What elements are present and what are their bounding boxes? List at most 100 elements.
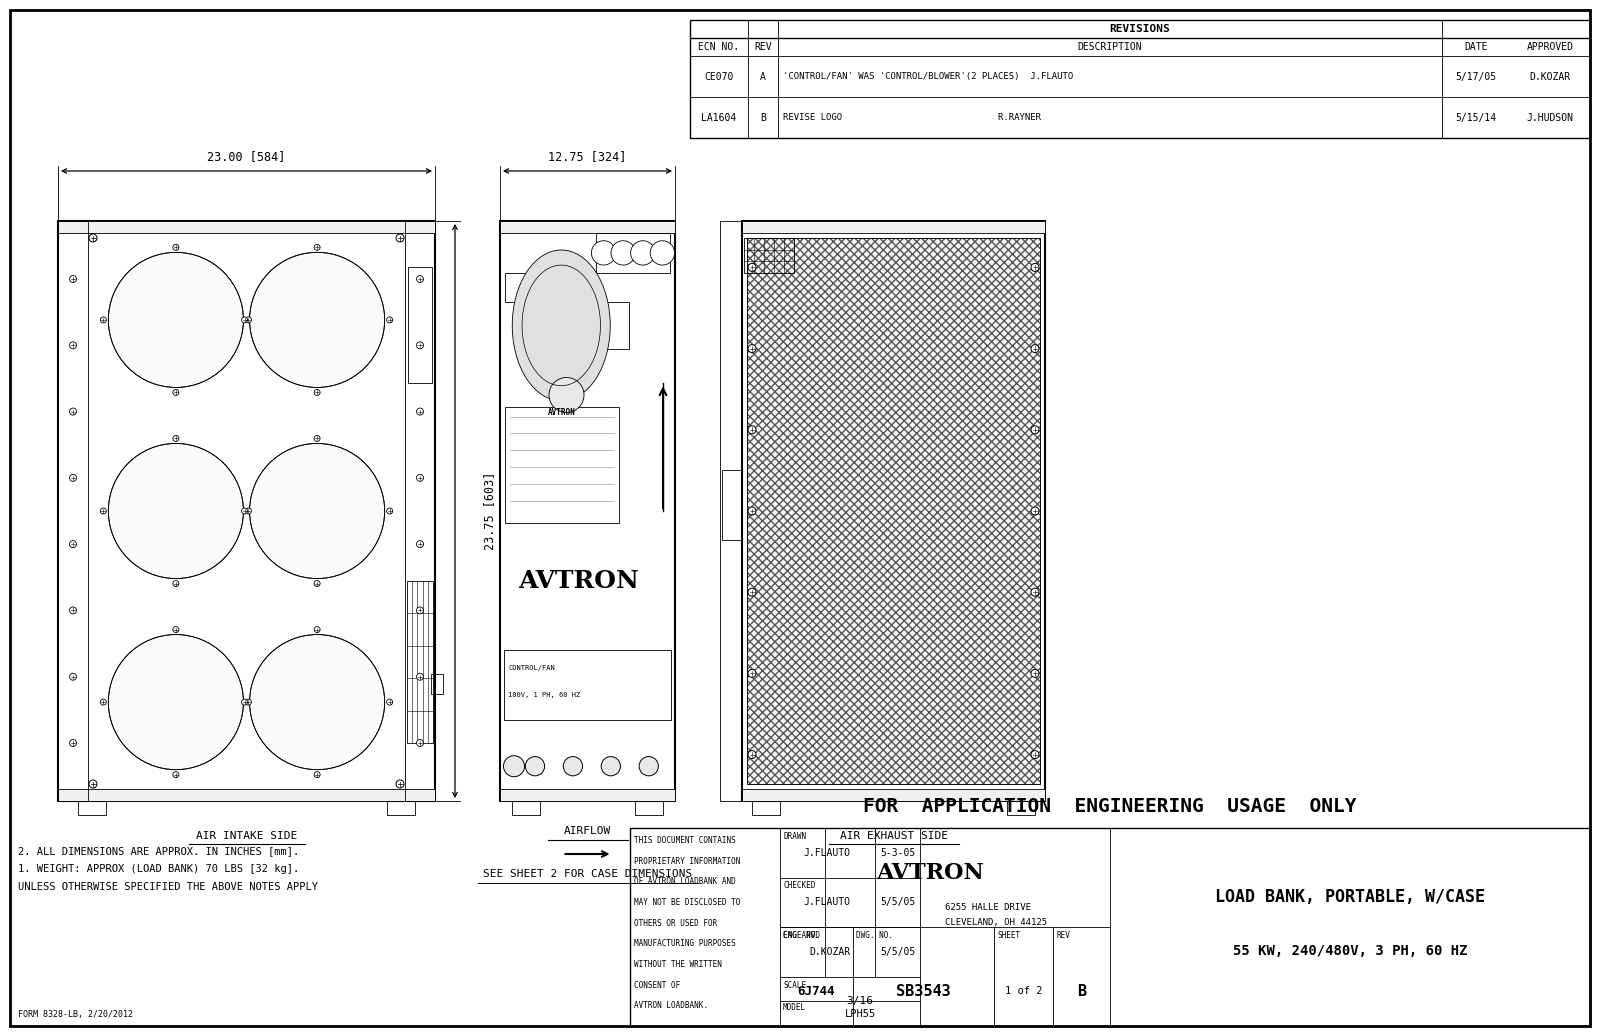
Text: 55 KW, 240/480V, 3 PH, 60 HZ: 55 KW, 240/480V, 3 PH, 60 HZ [1232,944,1467,957]
Text: REVISIONS: REVISIONS [1110,24,1170,34]
Bar [742,221,1045,801]
Text: REV: REV [754,42,771,52]
Circle shape [69,541,77,548]
Text: MODEL: MODEL [782,1003,806,1012]
Circle shape [525,756,544,776]
Circle shape [638,756,658,776]
Bar [747,238,1040,784]
Circle shape [1030,263,1038,271]
Text: LOAD BANK, PORTABLE, W/CASE: LOAD BANK, PORTABLE, W/CASE [1214,888,1485,906]
Text: 5-3-05: 5-3-05 [880,847,915,858]
Circle shape [397,780,405,788]
Text: 3/16: 3/16 [846,997,874,1006]
Text: D.KOZAR: D.KOZAR [810,947,850,957]
Circle shape [504,755,525,777]
Circle shape [749,507,757,515]
Circle shape [314,390,320,396]
Bar [506,406,619,522]
Circle shape [416,740,424,747]
Circle shape [90,780,98,788]
Text: APPROVED: APPROVED [1526,42,1573,52]
Text: REV: REV [1056,931,1070,940]
Circle shape [749,263,757,271]
Circle shape [250,253,384,387]
Bar [501,221,675,233]
Circle shape [416,673,424,681]
Circle shape [101,317,106,323]
Text: DESCRIPTION: DESCRIPTION [1078,42,1142,52]
Bar [501,789,675,801]
Text: OTHERS OR USED FOR: OTHERS OR USED FOR [634,919,717,927]
Circle shape [109,253,243,387]
Circle shape [416,408,424,415]
Circle shape [69,673,77,681]
Circle shape [749,751,757,758]
Bar [635,801,662,815]
Circle shape [1030,751,1038,758]
Text: AVTRON: AVTRON [549,408,576,418]
Circle shape [630,240,654,265]
Circle shape [245,699,251,706]
Text: 23.75 [603]: 23.75 [603] [483,471,496,550]
Circle shape [69,342,77,349]
Text: DATE: DATE [1464,42,1488,52]
Bar [742,789,1045,801]
Circle shape [749,426,757,434]
Circle shape [90,234,98,242]
Circle shape [69,276,77,283]
Circle shape [109,443,243,578]
Circle shape [69,607,77,614]
Text: J.FLAUTO: J.FLAUTO [803,847,850,858]
Text: J.HUDSON: J.HUDSON [1526,113,1573,122]
Circle shape [1030,669,1038,678]
Text: AIR EXHAUST SIDE: AIR EXHAUST SIDE [840,831,947,841]
Text: CONTROL/FAN: CONTROL/FAN [509,665,555,670]
Circle shape [1030,345,1038,352]
Text: 100V, 1 PH, 60 HZ: 100V, 1 PH, 60 HZ [509,692,581,698]
Text: A: A [760,71,766,82]
Text: SHEET: SHEET [997,931,1021,940]
Circle shape [549,377,584,412]
Circle shape [1030,588,1038,596]
Text: AVTRON: AVTRON [518,569,638,593]
Circle shape [387,317,392,323]
Text: LA1604: LA1604 [701,113,736,122]
Text: WITHOUT THE WRITTEN: WITHOUT THE WRITTEN [634,960,722,969]
Circle shape [416,607,424,614]
Text: J.FLAUTO: J.FLAUTO [803,897,850,908]
Circle shape [173,244,179,251]
Text: 6J744: 6J744 [797,985,835,998]
Text: 23.00 [584]: 23.00 [584] [208,150,286,164]
Text: LPH55: LPH55 [845,1009,875,1018]
Bar [722,470,742,540]
Bar [387,801,414,815]
Text: SCALE: SCALE [782,980,806,989]
Bar [742,221,1045,233]
Bar [690,20,1590,138]
Text: CE070: CE070 [704,71,734,82]
Circle shape [173,772,179,778]
Circle shape [173,435,179,441]
Circle shape [69,408,77,415]
Text: 1. WEIGHT: APPROX (LOAD BANK) 70 LBS [32 kg].: 1. WEIGHT: APPROX (LOAD BANK) 70 LBS [32… [18,864,299,874]
Text: THIS DOCUMENT CONTAINS: THIS DOCUMENT CONTAINS [634,836,736,845]
Text: CONSENT OF: CONSENT OF [634,981,680,989]
Circle shape [1030,426,1038,434]
Text: REVISE LOGO                             R.RAYNER: REVISE LOGO R.RAYNER [782,113,1042,122]
Text: OF AVTRON LOADBANK AND: OF AVTRON LOADBANK AND [634,877,736,887]
Circle shape [69,740,77,747]
Text: 12.75 [324]: 12.75 [324] [549,150,627,164]
Bar [501,221,675,801]
Circle shape [314,627,320,633]
Circle shape [314,772,320,778]
Circle shape [173,627,179,633]
Circle shape [242,699,248,706]
Circle shape [173,580,179,586]
Circle shape [314,435,320,441]
Bar [408,267,432,383]
Circle shape [69,474,77,482]
Bar [78,801,106,815]
Text: AIR INTAKE SIDE: AIR INTAKE SIDE [195,831,298,841]
Text: PROPRIETARY INFORMATION: PROPRIETARY INFORMATION [634,857,741,866]
Text: AIRFLOW: AIRFLOW [563,826,611,836]
